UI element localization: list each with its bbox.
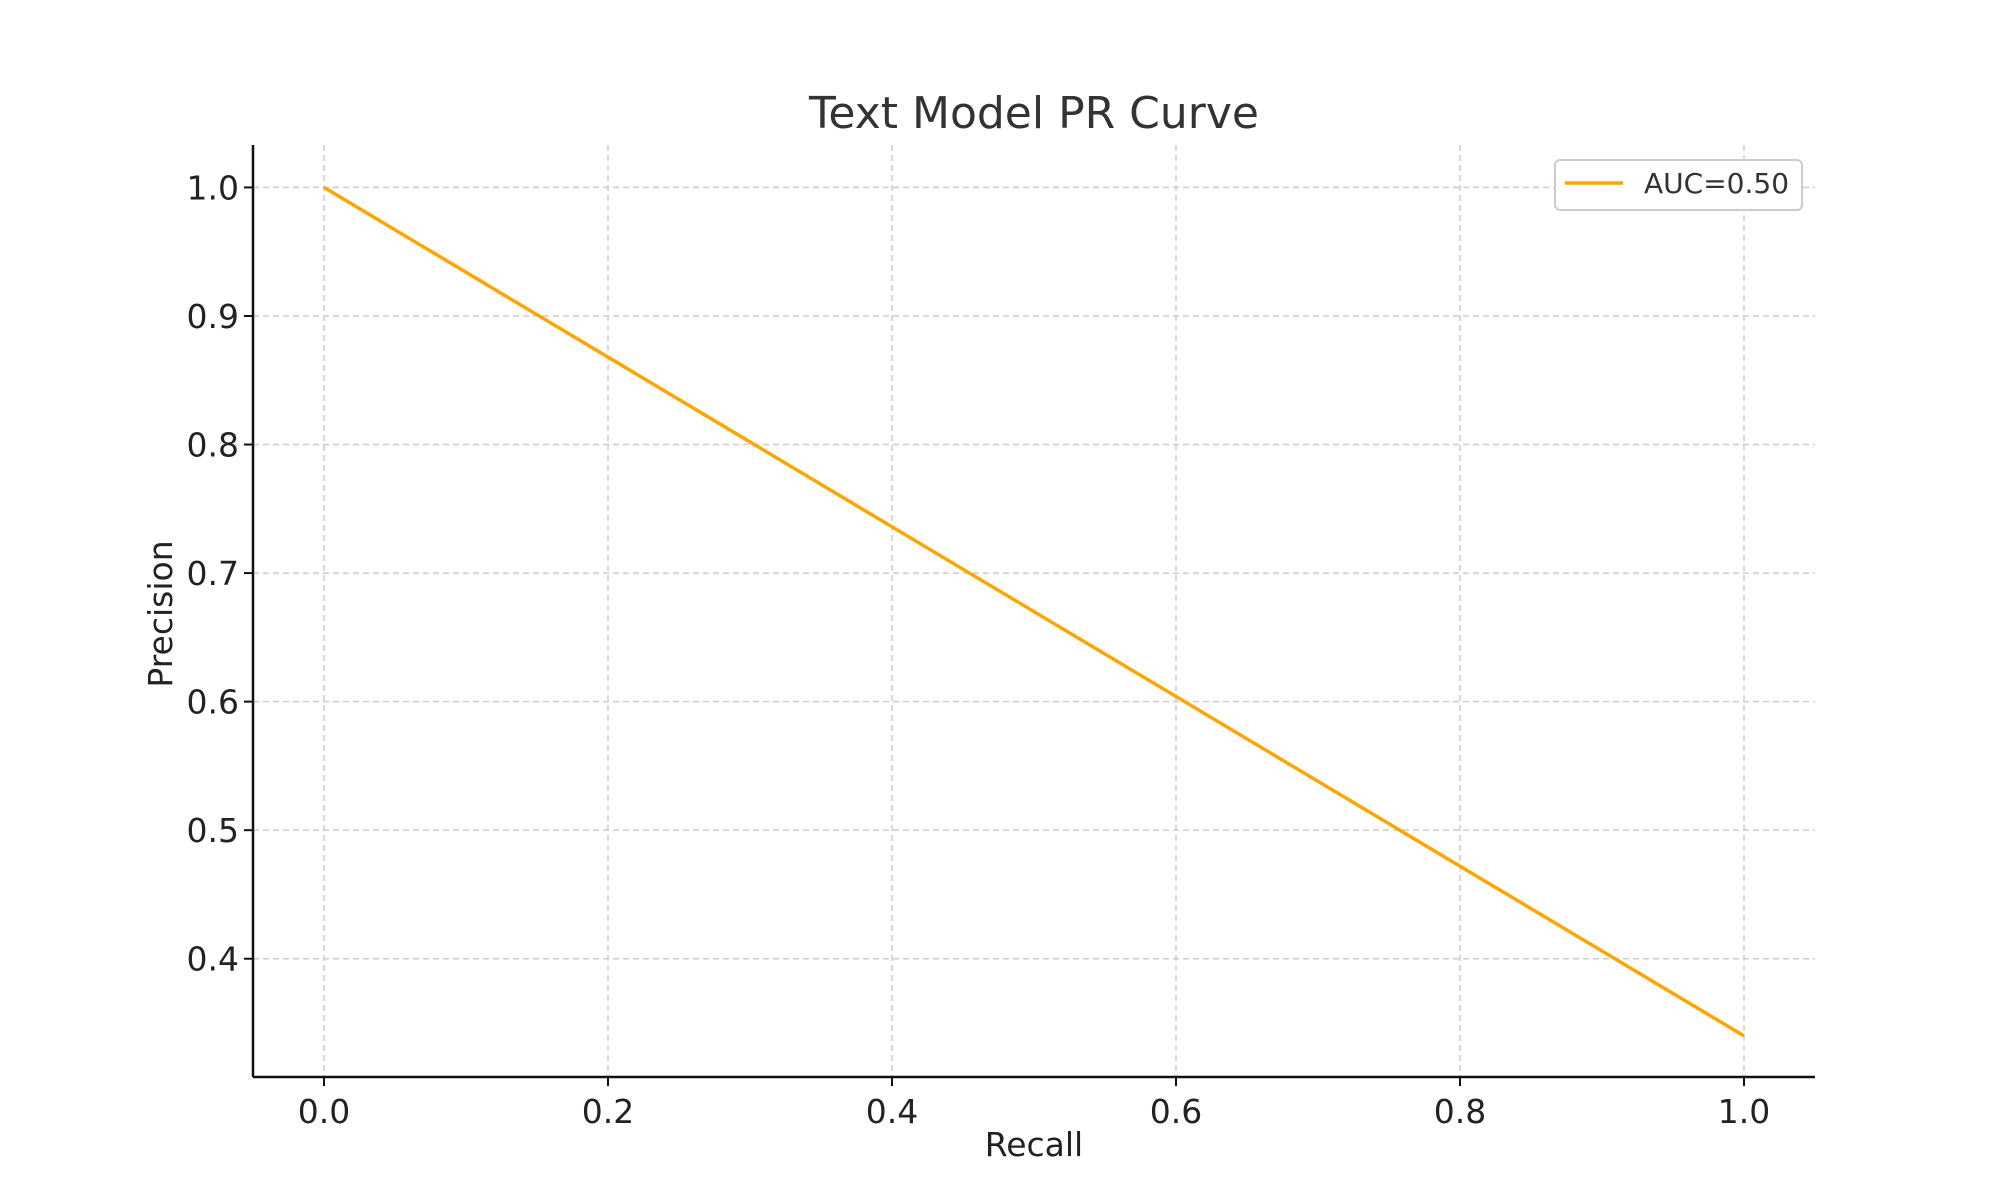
x-tick-label: 0.6 bbox=[1150, 1092, 1202, 1131]
y-axis-ticks: 0.4 0.5 0.6 0.7 0.8 0.9 1.0 bbox=[187, 168, 253, 979]
y-tick-label: 0.4 bbox=[187, 940, 239, 979]
x-axis-label: Recall bbox=[985, 1125, 1083, 1164]
chart-title: Text Model PR Curve bbox=[808, 88, 1259, 139]
y-tick-label: 0.8 bbox=[187, 426, 239, 465]
x-tick-label: 0.4 bbox=[866, 1092, 918, 1131]
legend-box bbox=[1554, 159, 1803, 211]
y-tick-label: 0.7 bbox=[187, 554, 239, 593]
legend-label: AUC=0.50 bbox=[1644, 167, 1789, 200]
x-tick-label: 0.0 bbox=[298, 1092, 350, 1131]
series-layer bbox=[323, 185, 1745, 1038]
series-line bbox=[323, 185, 1745, 1038]
legend: AUC=0.50 bbox=[1554, 159, 1803, 211]
y-tick-label: 0.9 bbox=[187, 297, 239, 336]
y-axis-label: Precision bbox=[141, 540, 180, 687]
x-axis-ticks: 0.0 0.2 0.4 0.6 0.8 1.0 bbox=[298, 1077, 1770, 1131]
x-tick-label: 0.2 bbox=[582, 1092, 634, 1131]
y-tick-label: 0.6 bbox=[187, 683, 239, 722]
x-tick-label: 1.0 bbox=[1718, 1092, 1770, 1131]
y-tick-label: 0.5 bbox=[187, 811, 239, 850]
x-tick-label: 0.8 bbox=[1434, 1092, 1486, 1131]
y-tick-label: 1.0 bbox=[187, 168, 239, 207]
